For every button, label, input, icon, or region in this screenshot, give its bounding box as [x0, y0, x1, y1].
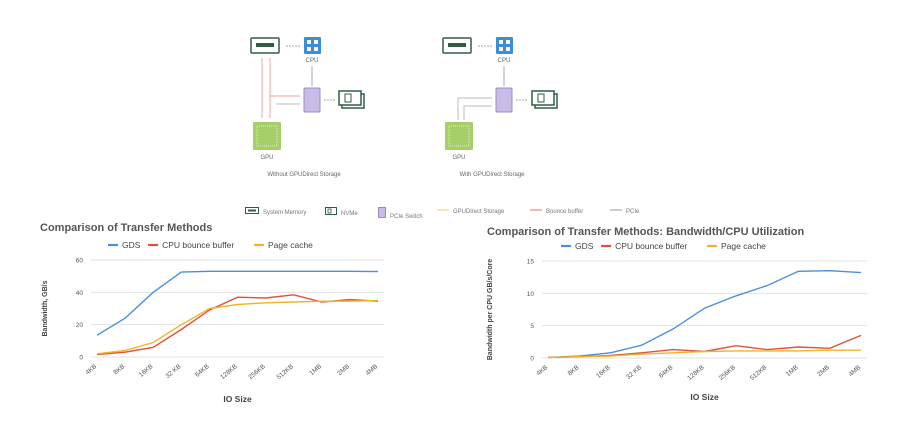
- nvme-icon: [338, 90, 365, 109]
- x-tick-label: 64KB: [658, 364, 675, 380]
- line-icon: [530, 209, 542, 211]
- gpudirect-diagrams: CPU GPU Without GPUDirect Storage: [250, 37, 558, 178]
- memory-icon: [250, 37, 280, 54]
- chart-1-title: Comparison of Transfer Methods: [40, 222, 213, 234]
- chart-legend: GDS CPU bounce buffer Page cache: [561, 241, 766, 251]
- legend-bounce-buffer: Bounce buffer: [530, 207, 583, 215]
- pcie-switch-icon: [378, 207, 386, 218]
- nvme-icon: [325, 207, 337, 215]
- x-tick-label: 128KB: [219, 363, 238, 381]
- y-tick-label: 5: [530, 323, 534, 330]
- line-icon: [437, 209, 449, 211]
- x-tick-label: 4MB: [365, 363, 380, 377]
- chart-2-title: Comparison of Transfer Methods: Bandwidt…: [487, 226, 805, 238]
- legend-entry: CPU bounce buffer: [615, 241, 687, 251]
- series-line: [547, 349, 861, 359]
- legend-entry: Page cache: [721, 241, 766, 251]
- legend-gpudirect-storage: GPUDirect Storage: [437, 207, 504, 215]
- legend-label: PCIe Switch: [390, 214, 423, 220]
- legend-pcie: PCIe: [610, 207, 639, 215]
- legend-entry: GDS: [575, 241, 594, 251]
- legend-label: NVMe: [341, 211, 358, 217]
- legend-label: Bounce buffer: [546, 209, 584, 215]
- diagram-legend: System Memory NVMe PCIe Switch GPUDirect…: [245, 204, 665, 220]
- x-tick-label: 1MB: [308, 363, 323, 377]
- x-tick-label: 128KB: [686, 364, 705, 382]
- x-tick-label: 2MB: [816, 364, 831, 378]
- x-tick-label: 512KB: [749, 364, 768, 382]
- x-tick-label: 16KB: [138, 363, 155, 379]
- y-tick-label: 0: [530, 356, 534, 363]
- diagram-right-caption: With GPUDirect Storage: [459, 172, 525, 178]
- cpu-label: CPU: [498, 58, 511, 64]
- line-icon: [610, 209, 622, 211]
- memory-icon: [245, 207, 259, 214]
- x-tick-label: 2MB: [336, 363, 351, 377]
- legend-label: GPUDirect Storage: [453, 209, 505, 215]
- x-axis-label: IO Size: [690, 392, 719, 402]
- x-axis-label: IO Size: [223, 394, 252, 404]
- series-line: [96, 270, 379, 336]
- legend-nvme: NVMe: [325, 207, 358, 217]
- y-tick-label: 15: [527, 259, 535, 266]
- x-tick-label: 4KB: [535, 364, 549, 377]
- x-tick-label: 32 KB: [625, 364, 643, 381]
- series-line: [96, 299, 379, 355]
- legend-label: PCIe: [626, 209, 640, 215]
- gpu-icon: [445, 122, 473, 150]
- diagram-without-gds: CPU GPU Without GPUDirect Storage: [250, 37, 365, 178]
- cpu-icon: [496, 37, 513, 54]
- x-tick-label: 16KB: [595, 364, 612, 380]
- legend-entry: GDS: [122, 240, 141, 250]
- y-tick-label: 40: [76, 290, 84, 297]
- legend-entry: Page cache: [268, 240, 313, 250]
- cpu-label: CPU: [306, 58, 319, 64]
- x-tick-label: 64KB: [194, 363, 211, 379]
- pcie-switch-icon: [495, 87, 513, 113]
- cpu-icon: [304, 37, 321, 54]
- gpu-icon: [253, 122, 281, 150]
- x-tick-label: 256KB: [718, 364, 737, 382]
- x-tick-label: 256KB: [247, 363, 266, 381]
- bandwidth-per-cpu-chart: GDS CPU bounce buffer Page cache 0 5 10 15 4KB 8…: [487, 241, 867, 402]
- x-tick-label: 32 KB: [165, 363, 183, 380]
- memory-icon: [442, 37, 472, 54]
- y-tick-label: 0: [79, 355, 83, 362]
- diagram-with-gds: CPU GPU With GPUDirect Storage: [442, 37, 558, 178]
- y-tick-label: 60: [76, 258, 84, 265]
- x-tick-label: 8KB: [567, 364, 581, 377]
- gpu-label: GPU: [452, 155, 465, 161]
- x-tick-label: 8KB: [112, 363, 126, 376]
- x-tick-label: 4KB: [84, 363, 98, 376]
- legend-pcie-switch: PCIe Switch: [378, 207, 423, 220]
- gpu-label: GPU: [260, 155, 273, 161]
- nvme-icon: [531, 90, 558, 109]
- series-line: [547, 269, 862, 359]
- bandwidth-chart: GDS CPU bounce buffer Page cache 0 20 40 60 4KB…: [42, 240, 384, 404]
- y-axis-label: Bandwidth per CPU GB/s/Core: [487, 259, 494, 361]
- y-tick-label: 10: [527, 291, 535, 298]
- x-tick-label: 1MB: [785, 364, 800, 378]
- y-tick-label: 20: [76, 322, 84, 329]
- pcie-switch-icon: [303, 87, 321, 113]
- x-tick-label: 512KB: [276, 363, 295, 381]
- legend-label: System Memory: [263, 210, 307, 216]
- y-axis-label: Bandwidth, GB/s: [42, 280, 49, 336]
- diagram-left-caption: Without GPUDirect Storage: [267, 172, 341, 178]
- legend-entry: CPU bounce buffer: [162, 240, 234, 250]
- x-tick-label: 4MB: [848, 364, 863, 378]
- chart-legend: GDS CPU bounce buffer Page cache: [108, 240, 313, 250]
- legend-system-memory: System Memory: [245, 207, 306, 216]
